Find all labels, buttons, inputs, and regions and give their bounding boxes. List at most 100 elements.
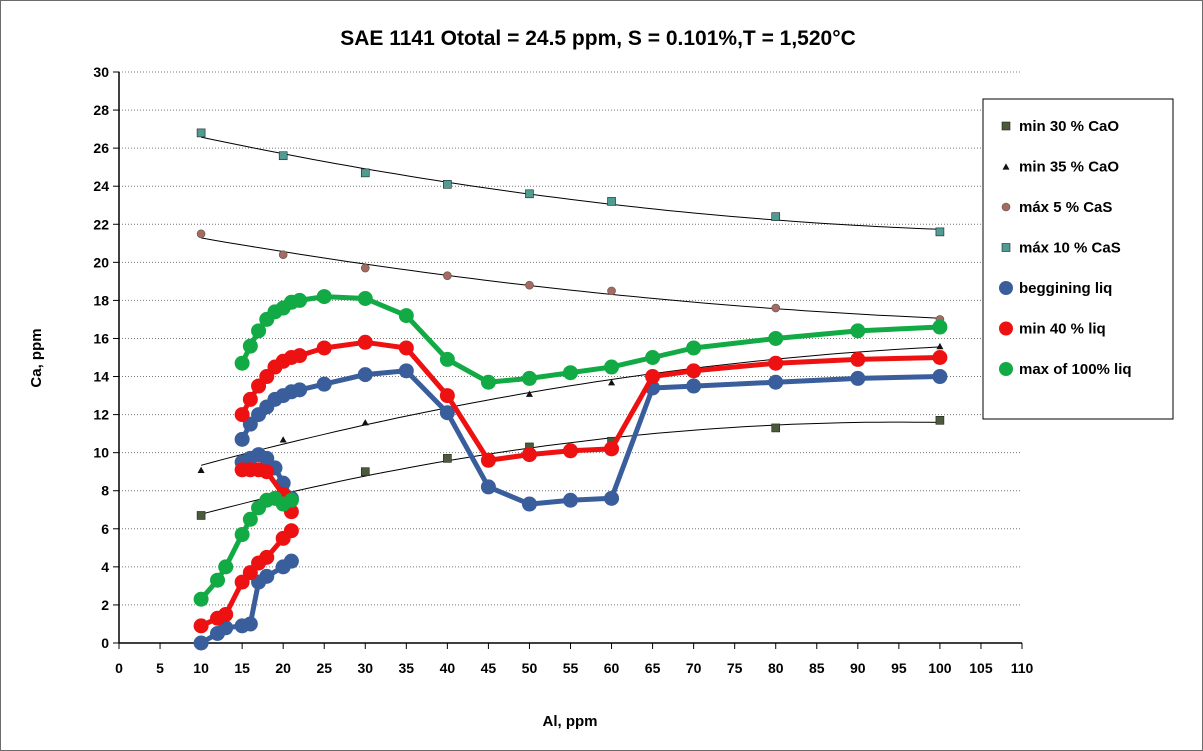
point-beggining-liq-0-14 [563, 492, 578, 508]
x-tick-label-18: 90 [850, 660, 866, 676]
series-m-x-5-cas [196, 229, 945, 324]
point-m-x-5-cas-6 [771, 303, 781, 313]
y-tick-label-11: 22 [93, 216, 109, 232]
point-m-x-5-cas-4 [525, 280, 534, 290]
y-tick-label-10: 20 [93, 254, 109, 270]
point-beggining-liq-0-20 [932, 369, 948, 385]
point-max-of-100-liq-0-20 [932, 319, 948, 335]
point-beggining-liq-0-13 [521, 496, 537, 512]
point-m-x-5-cas-1 [278, 250, 288, 260]
point-max-of-100-liq-1-9 [283, 492, 299, 508]
x-tick-label-15: 75 [727, 660, 743, 676]
point-m-x-5-cas-5 [607, 286, 616, 296]
x-tick-label-21: 105 [969, 660, 993, 676]
legend-item-max-of-100-liq: max of 100% liq [999, 361, 1132, 378]
y-tick-label-7: 14 [93, 369, 109, 385]
point-min-40-liq-2-0 [193, 618, 209, 634]
point-max-of-100-liq-0-10 [398, 308, 414, 324]
point-min-35-cao-3 [525, 390, 533, 397]
point-min-35-cao-5 [936, 342, 944, 350]
point-beggining-liq-0-18 [768, 374, 784, 390]
point-beggining-liq-2-4 [242, 616, 258, 632]
point-min-40-liq-0-7 [292, 348, 308, 364]
point-m-x-10-cas-7 [935, 227, 945, 237]
line-max-of-100-liq-0 [239, 294, 941, 385]
series-beggining-liq [193, 363, 948, 651]
point-max-of-100-liq-0-15 [604, 359, 620, 375]
y-tick-label-6: 12 [93, 407, 109, 423]
y-tick-label-15: 30 [93, 64, 109, 80]
y-axis-title: Ca, ppm [28, 328, 45, 387]
point-beggining-liq-0-0 [234, 431, 250, 447]
point-max-of-100-liq-0-8 [316, 289, 332, 305]
point-beggining-liq-0-10 [398, 363, 414, 379]
x-tick-label-7: 35 [399, 660, 415, 676]
y-tick-label-3: 6 [101, 521, 109, 537]
point-beggining-liq-2-6 [259, 568, 275, 584]
point-min-40-liq-0-10 [398, 340, 414, 356]
y-tick-label-8: 16 [93, 330, 109, 346]
point-min-40-liq-2-6 [259, 549, 275, 565]
legend-box [982, 98, 1174, 420]
point-min-40-liq-0-9 [357, 334, 373, 350]
y-tick-label-12: 24 [93, 178, 109, 194]
x-tick-label-4: 20 [275, 660, 291, 676]
point-min-40-liq-1-3 [259, 464, 275, 480]
point-max-of-100-liq-0-16 [645, 350, 661, 365]
point-max-of-100-liq-0-13 [521, 370, 537, 386]
point-min-40-liq-2-8 [283, 523, 299, 539]
x-tick-label-17: 85 [809, 660, 825, 676]
series-max-of-100-liq [193, 289, 948, 607]
legend-marker-beggining-liq [999, 281, 1013, 295]
x-tick-labels: 0 5 10 15 20 25 30 35 40 45 50 55 60 65 70 75 80 85 90 95 10… [115, 660, 1033, 676]
x-tick-label-6: 30 [357, 660, 373, 676]
x-tick-label-3: 15 [234, 660, 250, 676]
legend-label-m-x-5-cas: máx 5 % CaS [1019, 199, 1112, 216]
x-tick-label-0: 0 [115, 660, 123, 676]
point-min-40-liq-2-2 [218, 606, 234, 622]
legend-item-m-x-5-cas: máx 5 % CaS [1001, 199, 1112, 216]
y-tick-label-4: 8 [101, 483, 109, 499]
y-tick-label-13: 26 [93, 140, 109, 156]
series-min-30-cao [196, 416, 945, 520]
legend-marker-max-of-100-liq [999, 362, 1013, 376]
legend-marker-min-40-liq [999, 321, 1013, 336]
legend-marker-m-x-5-cas [1001, 202, 1011, 212]
legend-label-min-30-cao: min 30 % CaO [1019, 118, 1119, 135]
point-min-40-liq-0-8 [316, 340, 332, 356]
point-min-40-liq-0-18 [768, 355, 784, 371]
point-beggining-liq-2-0 [193, 635, 209, 651]
y-tick-label-1: 2 [101, 597, 109, 613]
point-max-of-100-liq-1-3 [234, 527, 250, 543]
point-min-40-liq-0-11 [439, 388, 455, 404]
point-beggining-liq-0-8 [316, 376, 332, 392]
point-m-x-10-cas-6 [771, 212, 781, 221]
trendline-m-x-5-cas [201, 237, 940, 319]
point-max-of-100-liq-0-2 [251, 323, 267, 339]
point-max-of-100-liq-0-7 [292, 292, 308, 308]
legend-item-m-x-10-cas: máx 10 % CaS [1001, 240, 1121, 257]
series-m-x-10-cas [196, 128, 945, 237]
point-beggining-liq-2-8 [283, 553, 299, 569]
axes [113, 71, 1023, 649]
point-min-30-cao-6 [771, 423, 781, 433]
x-tick-label-20: 100 [928, 660, 952, 676]
point-max-of-100-liq-1-4 [242, 511, 258, 527]
point-max-of-100-liq-0-11 [439, 351, 455, 367]
point-min-40-liq-0-0 [234, 407, 250, 423]
point-max-of-100-liq-1-1 [210, 572, 226, 588]
point-min-35-cao-0 [197, 466, 205, 473]
line-min-40-liq-0 [239, 339, 940, 463]
x-tick-label-22: 110 [1011, 660, 1034, 676]
x-tick-label-14: 70 [686, 660, 702, 676]
trendline-min-35-cao [200, 346, 940, 466]
y-tick-label-9: 18 [93, 292, 109, 308]
point-min-35-cao-4 [608, 379, 616, 386]
point-min-40-liq-0-14 [563, 443, 578, 459]
legend-label-max-of-100-liq: max of 100% liq [1019, 361, 1132, 378]
series-min-40-liq [193, 334, 948, 634]
x-tick-label-12: 60 [604, 660, 620, 676]
